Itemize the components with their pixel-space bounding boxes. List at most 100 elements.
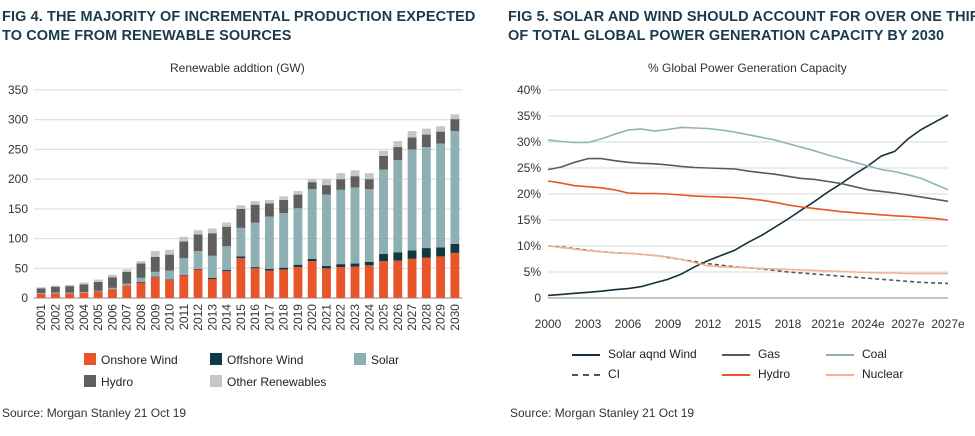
fig4-bar-onshore-wind (50, 293, 60, 298)
fig4-bar-solar (150, 271, 160, 277)
fig4-bar-solar (193, 251, 203, 269)
fig5-y-tick-label: 40% (517, 83, 541, 97)
fig4-bar-solar (407, 149, 417, 251)
fig5-x-tick-label: 2015 (735, 317, 762, 331)
fig4-title-line1: FIG 4. THE MAJORITY OF INCREMENTAL PRODU… (2, 9, 476, 25)
fig4-y-tick-label: 0 (21, 291, 28, 305)
fig4-bar-onshore-wind (279, 269, 289, 298)
fig5-legend-label: Nuclear (862, 367, 904, 381)
fig4-x-tick-label: 2014 (220, 304, 234, 331)
fig4-bar-hydro (108, 277, 117, 288)
fig4-bar-solar (165, 270, 174, 280)
fig4-bar-onshore-wind (207, 278, 217, 298)
fig4-bar-offshore-wind (307, 258, 317, 262)
fig4-bar-offshore-wind (193, 268, 203, 270)
fig4-x-tick-label: 2017 (262, 304, 276, 331)
fig4-x-tick-label: 2005 (91, 304, 105, 331)
fig4-bar-offshore-wind (250, 267, 260, 269)
fig4-bar-hydro (264, 203, 274, 217)
fig4-bar-onshore-wind (250, 268, 260, 298)
fig4-bar-solar (336, 189, 346, 265)
fig4-x-tick-label: 2028 (419, 304, 433, 331)
fig5-x-tick-label: 2012 (695, 317, 722, 331)
fig4-x-tick-label: 2003 (63, 304, 77, 331)
fig4-subtitle: Renewable addtion (GW) (170, 61, 305, 75)
fig5-legend-item: CI (572, 366, 620, 382)
fig4-bar-onshore-wind (350, 266, 360, 298)
fig4-bar-hydro (165, 254, 174, 271)
fig4-legend-item: Onshore Wind (84, 352, 178, 368)
fig4-bar-solar (393, 160, 403, 253)
fig4-bar-offshore-wind (264, 268, 274, 271)
fig4-y-tick-label: 300 (8, 113, 28, 127)
fig4-bar-offshore-wind (136, 281, 146, 283)
fig4-legend-swatch (84, 353, 96, 365)
fig5-x-tick-label: 2009 (655, 317, 682, 331)
fig4-legend-item: Solar (354, 352, 399, 368)
fig4-x-tick-label: 2020 (305, 304, 319, 331)
fig4-legend-label: Solar (371, 353, 400, 367)
fig4-x-tick-label: 2027 (405, 304, 419, 331)
fig4-bar-solar (364, 189, 374, 262)
fig5-x-tick-label: 2027e (891, 317, 925, 331)
fig4-x-tick-label: 2009 (148, 304, 162, 331)
fig4-bar-hydro (393, 147, 403, 161)
fig4-bar-offshore-wind (207, 277, 217, 279)
fig4-bar-other-renewables (264, 199, 274, 204)
fig4-bar-solar (207, 255, 217, 278)
fig5-legend-swatch (826, 353, 854, 356)
fig4-y-tick-label: 200 (8, 172, 28, 186)
fig4-bar-hydro (236, 208, 246, 228)
fig4-legend-swatch (210, 353, 222, 365)
fig4-y-tick-label: 350 (8, 83, 28, 97)
fig5-legend-item: Solar aqnd Wind (572, 346, 697, 362)
fig4-y-tick-label: 150 (8, 202, 28, 216)
fig4-bar-solar (36, 293, 46, 294)
fig4-x-tick-label: 2008 (134, 304, 148, 331)
fig4-x-tick-label: 2026 (391, 304, 405, 331)
fig4-bar-onshore-wind (93, 291, 103, 298)
fig4-legend-label: Hydro (101, 375, 134, 389)
fig4-bar-solar (65, 292, 75, 294)
fig4-bar-other-renewables (65, 284, 75, 287)
fig5-legend-item: Nuclear (826, 366, 903, 382)
fig4-bar-onshore-wind (336, 267, 346, 298)
fig4-bar-solar (279, 213, 289, 268)
fig4-y-tick-label: 250 (8, 142, 28, 156)
fig4-bar-offshore-wind (379, 254, 388, 262)
fig4-bar-other-renewables (407, 131, 417, 138)
fig4-bar-other-renewables (350, 170, 360, 177)
fig4-bar-other-renewables (421, 128, 431, 135)
fig4-x-tick-label: 2022 (334, 304, 348, 331)
fig5-legend-label: CI (608, 367, 620, 381)
fig4-bar-onshore-wind (407, 258, 417, 298)
fig4-bar-hydro (379, 155, 388, 170)
fig4-bar-onshore-wind (393, 260, 403, 298)
fig4-bar-hydro (93, 281, 103, 291)
fig5-y-tick-label: 30% (517, 135, 541, 149)
fig4-x-tick-label: 2029 (434, 304, 448, 331)
fig5-title: FIG 5. SOLAR AND WIND SHOULD ACCOUNT FOR… (508, 8, 975, 46)
fig4-bar-other-renewables (165, 249, 174, 255)
fig4-bar-onshore-wind (236, 258, 246, 298)
fig5-x-tick-label: 2003 (575, 317, 602, 331)
fig4-bar-offshore-wind (350, 263, 360, 267)
fig4-x-tick-label: 2002 (48, 304, 62, 331)
fig4-bar-hydro (250, 204, 260, 223)
fig4-bar-hydro (122, 271, 132, 284)
fig4-source: Source: Morgan Stanley 21 Oct 19 (2, 406, 187, 420)
fig5-x-tick-label: 2024e (851, 317, 885, 331)
fig5-y-tick-label: 25% (517, 161, 541, 175)
fig4-x-tick-label: 2018 (277, 304, 291, 331)
fig5-legend-swatch (572, 373, 600, 376)
fig4-bar-onshore-wind (65, 293, 75, 298)
fig4-bar-hydro (207, 233, 217, 256)
fig4-bar-onshore-wind (421, 257, 431, 298)
fig4-legend-swatch (354, 353, 366, 365)
fig4-bar-offshore-wind (450, 243, 460, 253)
fig4-bar-solar (179, 258, 189, 275)
fig4-bar-hydro (222, 226, 232, 247)
fig4-bar-other-renewables (293, 191, 303, 195)
fig4-bar-solar (436, 143, 446, 248)
fig5-legend-item: Coal (826, 346, 887, 362)
